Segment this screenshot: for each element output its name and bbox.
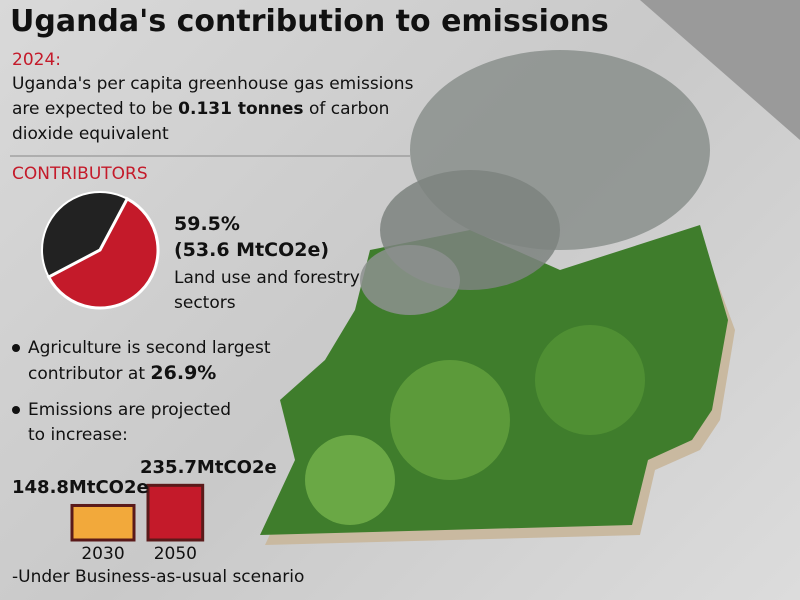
intro-text-after: of carbon dioxide equivalent: [12, 99, 390, 144]
bullet-highlight: 26.9%: [150, 362, 217, 384]
bullet: [12, 344, 20, 352]
intro-text: Uganda's per capita greenhouse gas emiss…: [12, 72, 422, 147]
pie-amount-label: (53.6 MtCO2e): [174, 239, 330, 261]
bullet-text-main: Agriculture is second largest contributo…: [28, 338, 271, 384]
smoke: [360, 245, 460, 315]
intro-highlight: 0.131 tonnes: [178, 99, 304, 119]
category-label: 2050: [153, 544, 197, 564]
value-label: 235.7MtCO2e: [140, 457, 277, 479]
category-label: 2030: [81, 544, 125, 564]
projection-box: [70, 503, 136, 542]
contributors-heading: CONTRIBUTORS: [12, 164, 148, 184]
value-label: 148.8MtCO2e: [12, 477, 149, 499]
pie-slice: [46, 196, 160, 310]
corner-fold: [640, 0, 800, 140]
projection-box: [146, 483, 205, 542]
tree-cluster: [535, 325, 645, 435]
year: 2024:: [12, 50, 61, 70]
tree-cluster: [305, 435, 395, 525]
bullet: [12, 406, 20, 414]
intro-text-before: Uganda's per capita greenhouse gas emiss…: [12, 74, 414, 119]
note: -Under Business-as-usual scenario: [12, 567, 305, 587]
title: Uganda's contribution to emissions: [10, 4, 609, 39]
bullet-text: Agriculture is second largest contributo…: [28, 336, 278, 387]
tree-cluster: [390, 360, 510, 480]
pie-label: Land use and forestry sectors: [174, 268, 360, 313]
pie-value-label: 59.5%: [174, 213, 240, 235]
bullet-text: Emissions are projected to increase:: [28, 400, 232, 445]
